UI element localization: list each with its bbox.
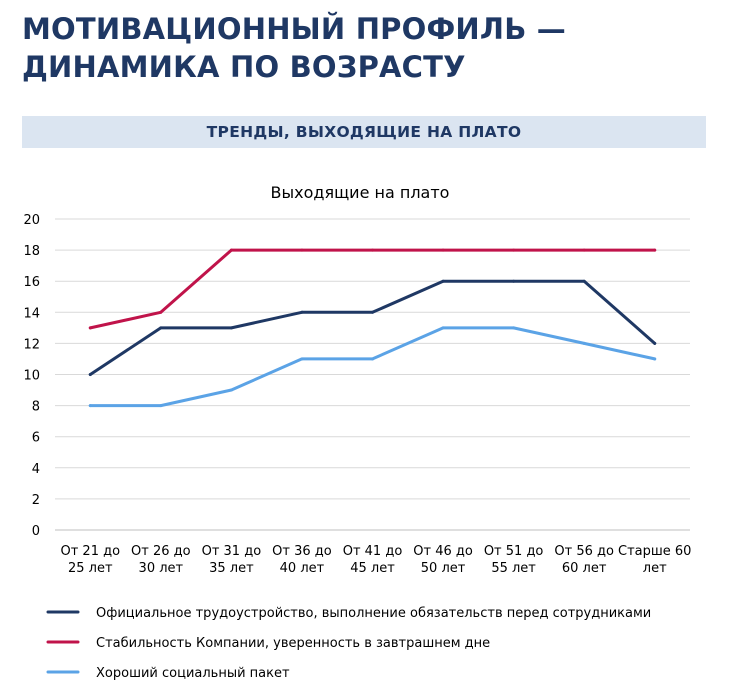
y-tick-label: 16 bbox=[23, 275, 40, 290]
data-point bbox=[441, 279, 445, 283]
data-point bbox=[582, 248, 586, 252]
x-tick-label: От 46 до 50 лет bbox=[413, 544, 473, 576]
data-point bbox=[582, 341, 586, 345]
x-tick-label: От 51 до 55 лет bbox=[484, 544, 544, 576]
series-line-1 bbox=[88, 279, 657, 376]
data-point bbox=[229, 388, 233, 392]
x-tick-label: Старше 60 лет bbox=[618, 544, 691, 576]
data-point bbox=[88, 404, 92, 408]
y-tick-label: 18 bbox=[23, 244, 40, 259]
x-tick-label: От 26 до 30 лет bbox=[131, 544, 191, 576]
y-tick-label: 6 bbox=[32, 431, 40, 446]
y-tick-label: 14 bbox=[23, 306, 40, 321]
page-title-line-1: МОТИВАЦИОННЫЙ ПРОФИЛЬ — bbox=[22, 12, 566, 46]
data-point bbox=[229, 326, 233, 330]
data-point bbox=[300, 248, 304, 252]
data-point bbox=[653, 248, 657, 252]
x-tick-label: От 31 до 35 лет bbox=[202, 544, 262, 576]
data-point bbox=[159, 404, 163, 408]
data-point bbox=[371, 357, 374, 361]
x-tick-label: От 41 до 45 лет bbox=[343, 544, 403, 576]
data-point bbox=[88, 373, 92, 376]
y-tick-label: 2 bbox=[32, 493, 40, 508]
data-point bbox=[512, 248, 516, 252]
page-title: МОТИВАЦИОННЫЙ ПРОФИЛЬ — ДИНАМИКА ПО ВОЗР… bbox=[22, 10, 566, 86]
data-point bbox=[159, 326, 163, 330]
y-tick-label: 0 bbox=[32, 524, 40, 539]
data-point bbox=[512, 279, 516, 283]
series-line-2 bbox=[88, 248, 657, 330]
chart-title: Выходящие на плато bbox=[271, 183, 450, 202]
data-point bbox=[371, 248, 374, 252]
y-tick-label: 20 bbox=[23, 213, 40, 228]
data-point bbox=[371, 310, 374, 314]
y-tick-label: 4 bbox=[32, 462, 40, 477]
x-tick-label: От 56 до 60 лет bbox=[554, 544, 614, 576]
y-tick-label: 10 bbox=[23, 369, 40, 384]
data-point bbox=[512, 326, 516, 330]
section-banner-label: ТРЕНДЫ, ВЫХОДЯЩИЕ НА ПЛАТО bbox=[206, 123, 522, 141]
series-line-3 bbox=[88, 326, 657, 408]
data-point bbox=[441, 248, 445, 252]
data-point bbox=[300, 357, 304, 361]
data-point bbox=[653, 357, 657, 361]
x-tick-label: От 36 до 40 лет bbox=[272, 544, 332, 576]
section-banner: ТРЕНДЫ, ВЫХОДЯЩИЕ НА ПЛАТО bbox=[22, 116, 706, 148]
data-point bbox=[582, 279, 586, 283]
data-point bbox=[88, 326, 92, 330]
y-tick-label: 8 bbox=[32, 400, 40, 415]
x-tick-label: От 21 до 25 лет bbox=[60, 544, 120, 576]
legend-label-3: Хороший социальный пакет bbox=[96, 666, 290, 681]
y-tick-label: 12 bbox=[23, 337, 40, 352]
data-point bbox=[653, 341, 657, 345]
data-point bbox=[300, 310, 304, 314]
legend-label-2: Стабильность Компании, уверенность в зав… bbox=[96, 636, 490, 651]
data-point bbox=[441, 326, 445, 330]
data-point bbox=[229, 248, 233, 252]
data-point bbox=[159, 310, 163, 314]
page-title-line-2: ДИНАМИКА ПО ВОЗРАСТУ bbox=[22, 50, 466, 84]
legend-label-1: Официальное трудоустройство, выполнение … bbox=[96, 606, 651, 621]
